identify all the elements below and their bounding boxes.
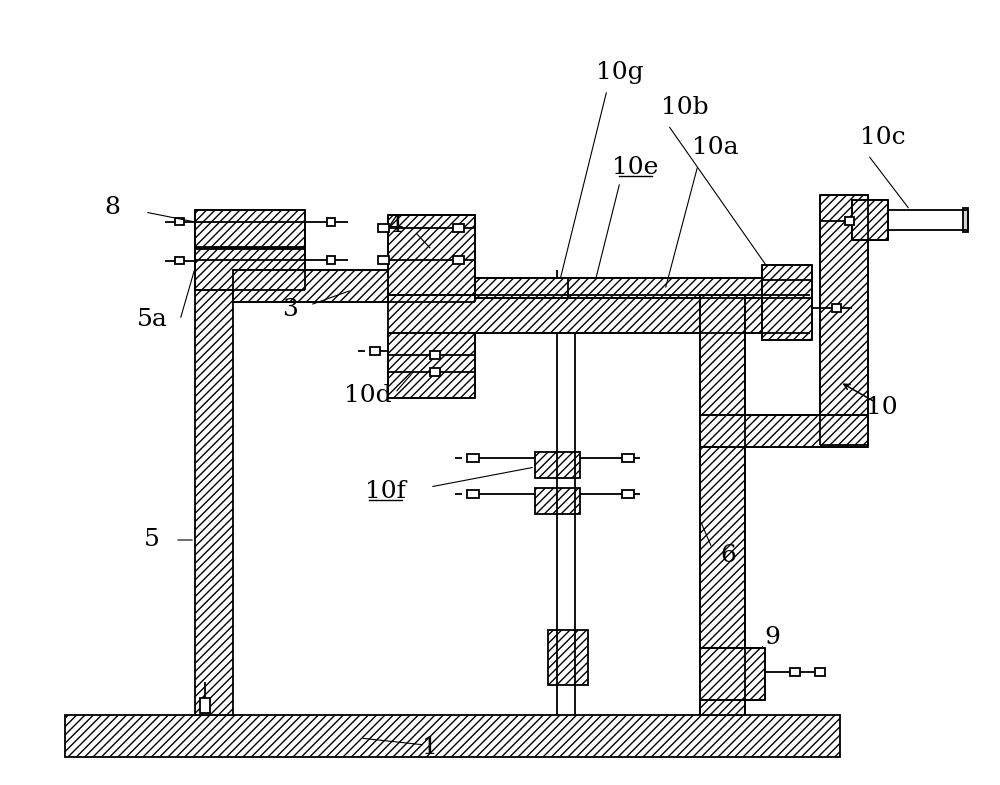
Bar <box>832 304 841 312</box>
Bar <box>700 415 868 447</box>
Bar <box>233 270 388 302</box>
Bar <box>467 454 479 462</box>
Bar <box>430 368 440 376</box>
Bar <box>175 257 184 264</box>
Text: 10g: 10g <box>596 60 644 83</box>
Bar <box>845 217 854 225</box>
Bar <box>327 218 335 226</box>
Bar <box>622 454 634 462</box>
Bar <box>762 265 812 340</box>
Text: 10a: 10a <box>692 137 738 159</box>
Bar <box>200 698 210 713</box>
Bar <box>622 490 634 498</box>
Bar <box>175 218 184 225</box>
Text: 9: 9 <box>764 626 780 649</box>
Text: 1: 1 <box>422 736 438 760</box>
Bar <box>700 295 745 715</box>
Bar <box>388 215 475 302</box>
Bar <box>388 333 475 398</box>
Text: 5: 5 <box>144 528 160 552</box>
Text: 10d: 10d <box>344 384 392 407</box>
Bar <box>535 488 580 514</box>
Bar <box>327 256 335 264</box>
Text: 10e: 10e <box>612 156 658 180</box>
Text: 10b: 10b <box>661 97 709 119</box>
Bar <box>65 715 840 757</box>
Bar <box>820 195 868 445</box>
Bar <box>378 224 389 232</box>
Bar <box>195 210 305 248</box>
Bar <box>388 295 810 333</box>
Bar <box>195 248 305 290</box>
Bar <box>963 208 968 232</box>
Text: 8: 8 <box>104 196 120 220</box>
Bar <box>852 200 888 240</box>
Bar <box>700 648 765 700</box>
Bar <box>195 290 233 715</box>
Bar <box>378 256 389 264</box>
Bar <box>467 490 479 498</box>
Bar <box>535 452 580 478</box>
Bar <box>790 668 800 676</box>
Text: 10: 10 <box>866 396 898 419</box>
Text: 4: 4 <box>387 214 403 236</box>
Text: 6: 6 <box>720 543 736 567</box>
Bar <box>370 347 380 355</box>
Text: 10c: 10c <box>860 126 906 149</box>
Text: 3: 3 <box>282 298 298 322</box>
Bar <box>453 224 464 232</box>
Text: 5a: 5a <box>137 309 167 331</box>
Bar <box>453 256 464 264</box>
Bar <box>548 630 588 685</box>
Bar <box>475 278 762 298</box>
Bar <box>430 351 440 359</box>
Bar <box>815 668 825 676</box>
Text: 10f: 10f <box>365 480 405 503</box>
